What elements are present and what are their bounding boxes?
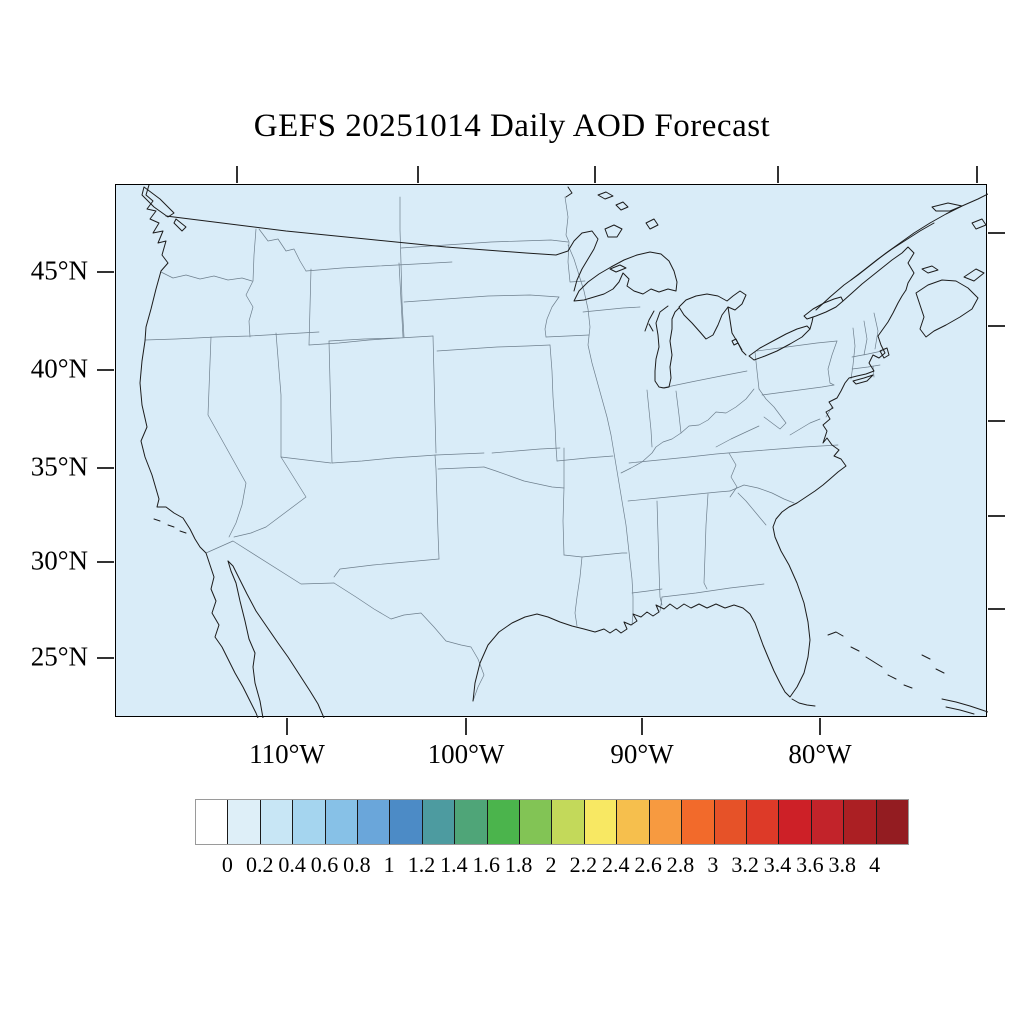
colorbar-cell <box>260 800 294 844</box>
colorbar-tick-label: 3.4 <box>763 852 792 877</box>
y-axis-tick <box>97 369 114 371</box>
colorbar-cell <box>811 800 845 844</box>
x-axis-label: 110°W <box>249 739 325 769</box>
colorbar-cell <box>746 800 780 844</box>
colorbar-tick-label: 1.6 <box>472 852 501 877</box>
usa-map <box>139 185 988 718</box>
colorbar-cell <box>876 800 908 844</box>
x-axis-tick-top <box>777 166 779 183</box>
y-axis-label: 30°N <box>30 545 88 576</box>
x-axis-label: 90°W <box>610 739 674 769</box>
colorbar-cell <box>617 800 650 844</box>
colorbar-cell <box>584 800 618 844</box>
state-borders <box>144 196 883 702</box>
y-axis-tick-right <box>988 515 1005 517</box>
colorbar-cell <box>779 800 812 844</box>
colorbar-cell <box>196 800 229 844</box>
colorbar-tick-label: 4 <box>869 852 881 877</box>
colorbar-cell <box>358 800 391 844</box>
y-axis-label: 25°N <box>30 641 88 672</box>
colorbar-tick-label: 3 <box>707 852 719 877</box>
x-axis-label: 100°W <box>427 739 505 769</box>
x-axis-tick-top <box>236 166 238 183</box>
colorbar-cell <box>487 800 521 844</box>
colorbar-tick-label: 0.6 <box>310 852 339 877</box>
x-axis-label: 80°W <box>788 739 852 769</box>
colorbar-cell <box>682 800 715 844</box>
colorbar-cell <box>293 800 326 844</box>
colorbar-tick-label: 3.6 <box>796 852 824 877</box>
x-axis-tick <box>465 718 467 735</box>
y-axis-tick-right <box>988 325 1005 327</box>
colorbar-tick-label: 1.8 <box>504 852 533 877</box>
y-axis-tick-right <box>988 608 1005 610</box>
colorbar-cell <box>455 800 488 844</box>
coastlines <box>139 185 988 718</box>
colorbar-tick-label: 1.4 <box>440 852 468 877</box>
x-axis-tick <box>819 718 821 735</box>
colorbar-cell <box>422 800 456 844</box>
colorbar-cell <box>714 800 747 844</box>
colorbar-tick-label: 1 <box>383 852 395 877</box>
y-axis-tick <box>97 561 114 563</box>
colorbar-cell <box>649 800 683 844</box>
colorbar-tick-label: 1.2 <box>407 852 436 877</box>
x-axis-tick <box>286 718 288 735</box>
y-axis-tick <box>97 271 114 273</box>
y-axis-tick-right <box>988 232 1005 234</box>
y-axis-tick <box>97 467 114 469</box>
plot-title: GEFS 20251014 Daily AOD Forecast <box>253 108 771 144</box>
colorbar-tick-label: 0.4 <box>278 852 306 877</box>
colorbar-tick-label: 0 <box>221 852 233 877</box>
colorbar-tick-label: 2.4 <box>601 852 630 877</box>
y-axis-label: 35°N <box>30 451 88 482</box>
x-axis-tick-top <box>594 166 596 183</box>
colorbar-cell <box>520 800 553 844</box>
colorbar-cell <box>390 800 423 844</box>
colorbar-cell <box>552 800 585 844</box>
x-axis-tick <box>641 718 643 735</box>
colorbar-tick-label: 2.6 <box>634 852 662 877</box>
colorbar-tick-label: 2.8 <box>666 852 695 877</box>
y-axis-label: 40°N <box>30 353 88 384</box>
colorbar-tick-label: 0.2 <box>245 852 274 877</box>
colorbar-cell <box>844 800 877 844</box>
colorbar-tick-label: 2 <box>545 852 557 877</box>
y-axis-tick-right <box>988 420 1005 422</box>
colorbar-tick-label: 2.2 <box>569 852 598 877</box>
map-canvas <box>115 184 988 718</box>
colorbar-tick-label: 3.2 <box>731 852 759 877</box>
colorbar <box>195 799 909 845</box>
colorbar-cell <box>325 800 359 844</box>
x-axis-tick-top <box>417 166 419 183</box>
colorbar-tick-label: 0.8 <box>343 852 371 877</box>
y-axis-tick <box>97 657 114 659</box>
colorbar-cell <box>228 800 261 844</box>
y-axis-label: 45°N <box>30 255 88 286</box>
x-axis-tick-top <box>976 166 978 183</box>
colorbar-tick-label: 3.8 <box>828 852 857 877</box>
